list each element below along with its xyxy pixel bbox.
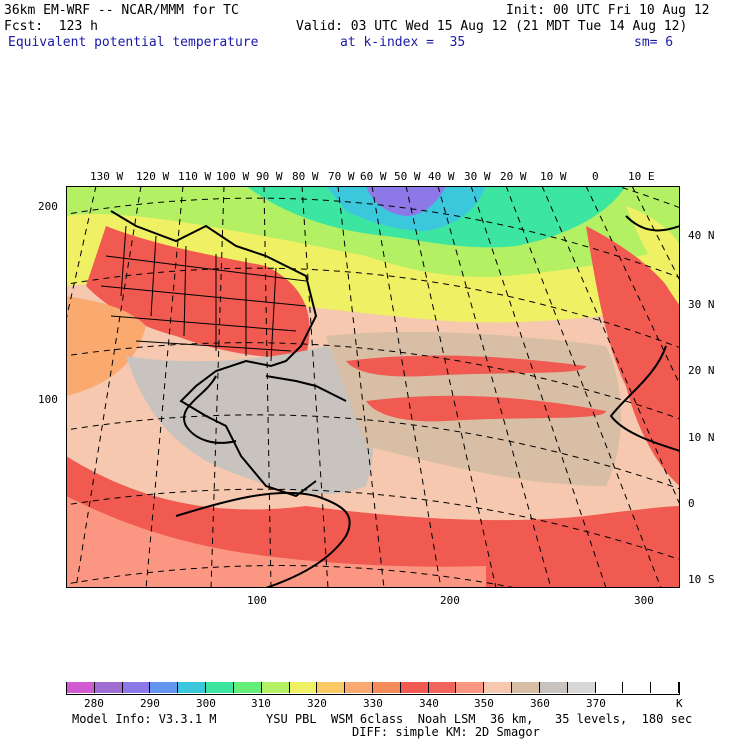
legend-label: 290 xyxy=(140,697,160,710)
lat-label: 10 N xyxy=(688,431,715,444)
lon-label: 60 W xyxy=(360,170,387,183)
state-borders xyxy=(100,225,307,362)
lon-label: 130 W xyxy=(90,170,124,183)
theta-e-map xyxy=(66,186,680,588)
grid-label-bottom: 300 xyxy=(634,594,654,607)
legend-label: 300 xyxy=(196,697,216,710)
smoothing-label: sm= 6 xyxy=(634,35,674,50)
legend-color-cell xyxy=(512,682,540,693)
field-east-red xyxy=(586,226,680,486)
legend-label: 340 xyxy=(419,697,439,710)
lon-label: 110 W xyxy=(178,170,212,183)
lon-label: 10 E xyxy=(628,170,655,183)
legend-color-cell xyxy=(539,682,568,693)
legend-color-cell xyxy=(67,682,95,693)
legend-label: 320 xyxy=(307,697,327,710)
forecast-hour: Fcst: 123 h xyxy=(4,19,98,34)
lon-label: 50 W xyxy=(394,170,421,183)
lon-label: 10 W xyxy=(540,170,567,183)
legend-color-cell xyxy=(178,682,207,693)
lat-label: 40 N xyxy=(688,229,715,242)
lat-label: 20 N xyxy=(688,364,715,377)
model-info: Model Info: V3.3.1 M xyxy=(72,712,217,726)
init-time: Init: 00 UTC Fri 10 Aug 12 xyxy=(506,3,710,18)
lon-label: 20 W xyxy=(500,170,527,183)
legend-color-cell xyxy=(373,682,401,693)
field-south-orange xyxy=(66,496,486,588)
legend-label: 370 xyxy=(586,697,606,710)
legend-label: 310 xyxy=(251,697,271,710)
grid-label-left: 200 xyxy=(38,200,58,213)
model-title: 36km EM-WRF -- NCAR/MMM for TC xyxy=(4,3,239,18)
lon-label: 100 W xyxy=(216,170,250,183)
level-label: at k-index = 35 xyxy=(340,35,466,50)
physics-line-1: YSU PBL WSM 6class Noah LSM 36 km, 35 le… xyxy=(266,712,693,726)
longitude-grid xyxy=(66,186,680,588)
legend-label: 330 xyxy=(363,697,383,710)
legend-color-cell xyxy=(150,682,179,693)
grid-label-bottom: 200 xyxy=(440,594,460,607)
legend-color-cell xyxy=(94,682,123,693)
legend-color-cell xyxy=(289,682,318,693)
legend-color-cell xyxy=(595,682,624,693)
lon-label: 0 xyxy=(592,170,599,183)
legend-color-cell xyxy=(567,682,596,693)
lon-label: 90 W xyxy=(256,170,283,183)
grid-label-left: 100 xyxy=(38,393,58,406)
field-east-yellow xyxy=(626,206,680,306)
legend-unit: K xyxy=(676,697,683,710)
legend-color-cell xyxy=(428,682,457,693)
legend-label: 360 xyxy=(530,697,550,710)
legend-color-cell xyxy=(623,682,652,693)
field-warm-us xyxy=(86,226,310,358)
legend-color-cell xyxy=(122,682,151,693)
field-band-280 xyxy=(366,186,446,216)
lat-label: 30 N xyxy=(688,298,715,311)
legend-color-cell xyxy=(456,682,485,693)
lat-label: 0 xyxy=(688,497,695,510)
lon-label: 80 W xyxy=(292,170,319,183)
physics-line-2: DIFF: simple KM: 2D Smagor xyxy=(352,725,540,739)
legend-color-cell xyxy=(317,682,346,693)
lat-label: 10 S xyxy=(688,573,715,586)
legend-color-cell xyxy=(261,682,290,693)
legend-color-cell xyxy=(233,682,262,693)
field-orange-west xyxy=(66,296,146,396)
coastlines xyxy=(110,210,680,588)
legend-color-cell xyxy=(400,682,429,693)
field-red-band-2 xyxy=(366,395,606,422)
grid-label-bottom: 100 xyxy=(247,594,267,607)
field-name: Equivalent potential temperature xyxy=(8,35,259,50)
lon-label: 40 W xyxy=(428,170,455,183)
lon-label: 30 W xyxy=(464,170,491,183)
lon-label: 120 W xyxy=(136,170,170,183)
legend-color-cell xyxy=(484,682,513,693)
legend-label: 280 xyxy=(84,697,104,710)
lon-label: 70 W xyxy=(328,170,355,183)
legend-label: 350 xyxy=(474,697,494,710)
field-gray-tropics xyxy=(126,346,374,495)
legend-color-cell xyxy=(345,682,373,693)
latitude-grid xyxy=(66,186,680,588)
legend-color-cell xyxy=(206,682,234,693)
valid-time: Valid: 03 UTC Wed 15 Aug 12 (21 MDT Tue … xyxy=(296,19,688,34)
legend-color-cell xyxy=(651,682,679,693)
field-red-band-1 xyxy=(346,355,586,377)
